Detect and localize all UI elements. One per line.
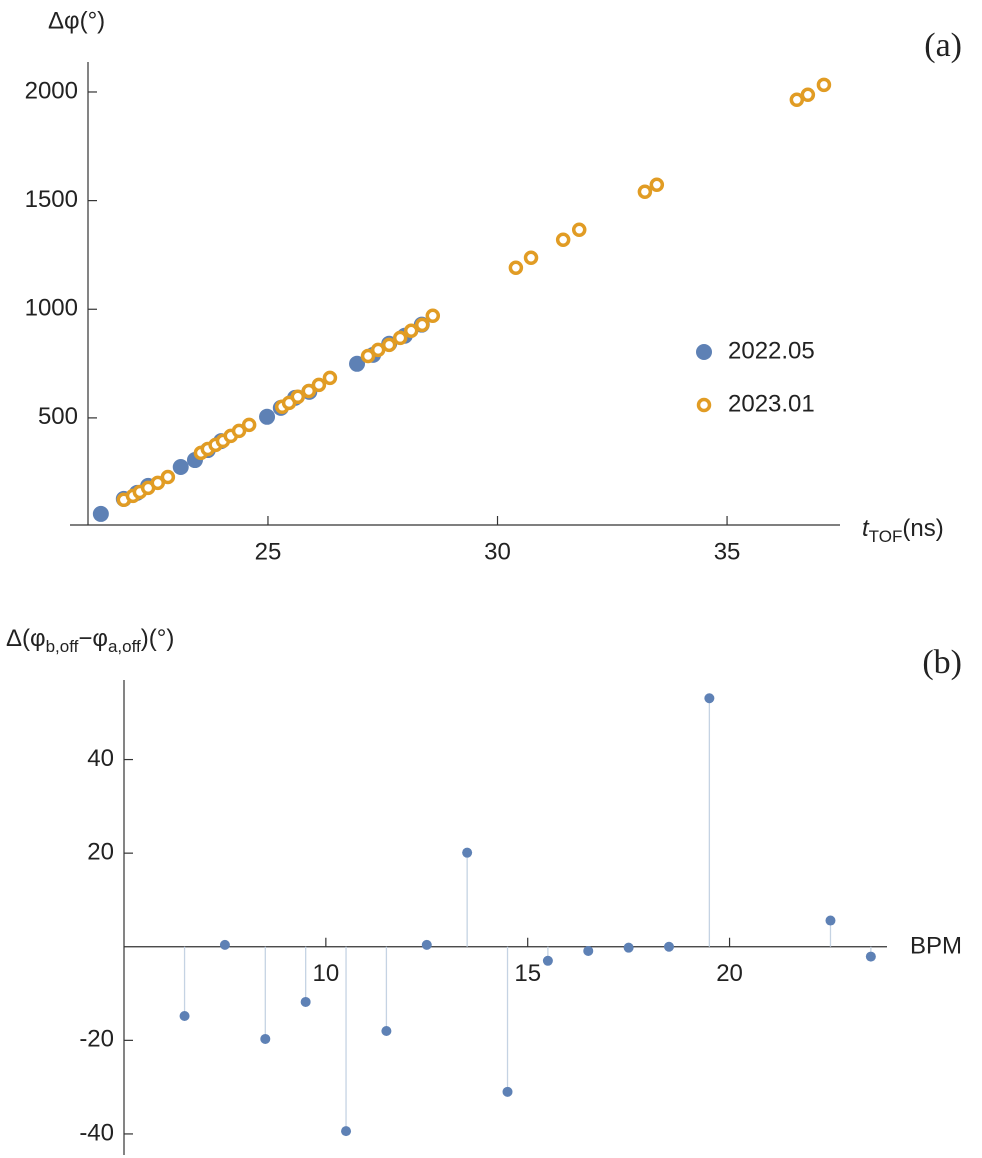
y-tick-label: 40 [87,745,114,772]
y-tick-label: -40 [79,1119,114,1146]
point [502,1086,513,1097]
point [160,469,176,485]
panel-label: (b) [922,644,962,681]
x-label-unit: (ns) [902,515,943,542]
y-tick-label: 1000 [25,295,78,322]
point [360,348,376,364]
x-tick-label: 15 [514,960,541,987]
point [865,951,876,962]
point [508,260,524,276]
y-label-sub: b,off [46,637,79,656]
y-tick-label: -20 [79,1026,114,1053]
point [664,941,674,952]
point [301,383,317,399]
point [311,377,327,393]
point [704,693,715,704]
x-tick-label: 25 [255,538,282,565]
panel-label: (a) [924,27,962,64]
point [219,939,230,950]
x-tick-label: 10 [313,960,340,987]
x-tick-label: 30 [484,538,511,565]
legend-marker [696,344,712,360]
point [150,475,166,491]
point [462,847,473,858]
y-axis-label: Δ(φb,off−φa,off)(°) [6,625,174,656]
point [637,184,653,199]
point [92,505,109,522]
point [583,945,594,956]
point [231,423,247,439]
point [349,355,366,372]
point [800,87,816,103]
point [421,939,432,950]
point [649,177,665,193]
point [425,308,441,324]
legend-marker [696,397,712,413]
point [341,1126,352,1137]
point [381,337,397,353]
point [259,408,276,425]
point [816,77,832,93]
point [825,915,836,926]
y-label-part: −φ [78,625,108,652]
point [789,92,805,108]
x-label-main: t [862,515,870,542]
x-axis-label: tTOF(ns) [862,515,944,546]
legend-label: 2022.05 [728,337,815,364]
x-label-sub: TOF [869,527,903,546]
point [571,222,587,237]
x-tick-label: 35 [714,538,741,565]
point [392,330,408,346]
y-axis-label: Δφ(°) [48,7,105,34]
y-tick-label: 1500 [25,186,78,213]
point [290,389,306,405]
point [370,342,386,358]
point [623,942,634,953]
point [523,250,539,266]
point [260,1033,271,1044]
point [241,417,257,433]
point [300,996,311,1007]
x-tick-label: 20 [716,960,743,987]
point [172,458,189,475]
y-label-sub: a,off [108,637,141,656]
y-label-part: Δ(φ [6,625,46,652]
point [403,323,419,339]
point [414,317,430,333]
point [179,1011,190,1022]
point [542,955,553,966]
x-axis-label: BPM [910,932,962,959]
y-tick-label: 20 [87,838,114,865]
y-label-part: )(°) [141,625,175,652]
legend-label: 2023.01 [728,390,815,417]
point [555,232,571,247]
y-tick-label: 500 [38,403,78,430]
point [381,1025,392,1036]
point [322,370,338,386]
y-tick-label: 2000 [25,77,78,104]
